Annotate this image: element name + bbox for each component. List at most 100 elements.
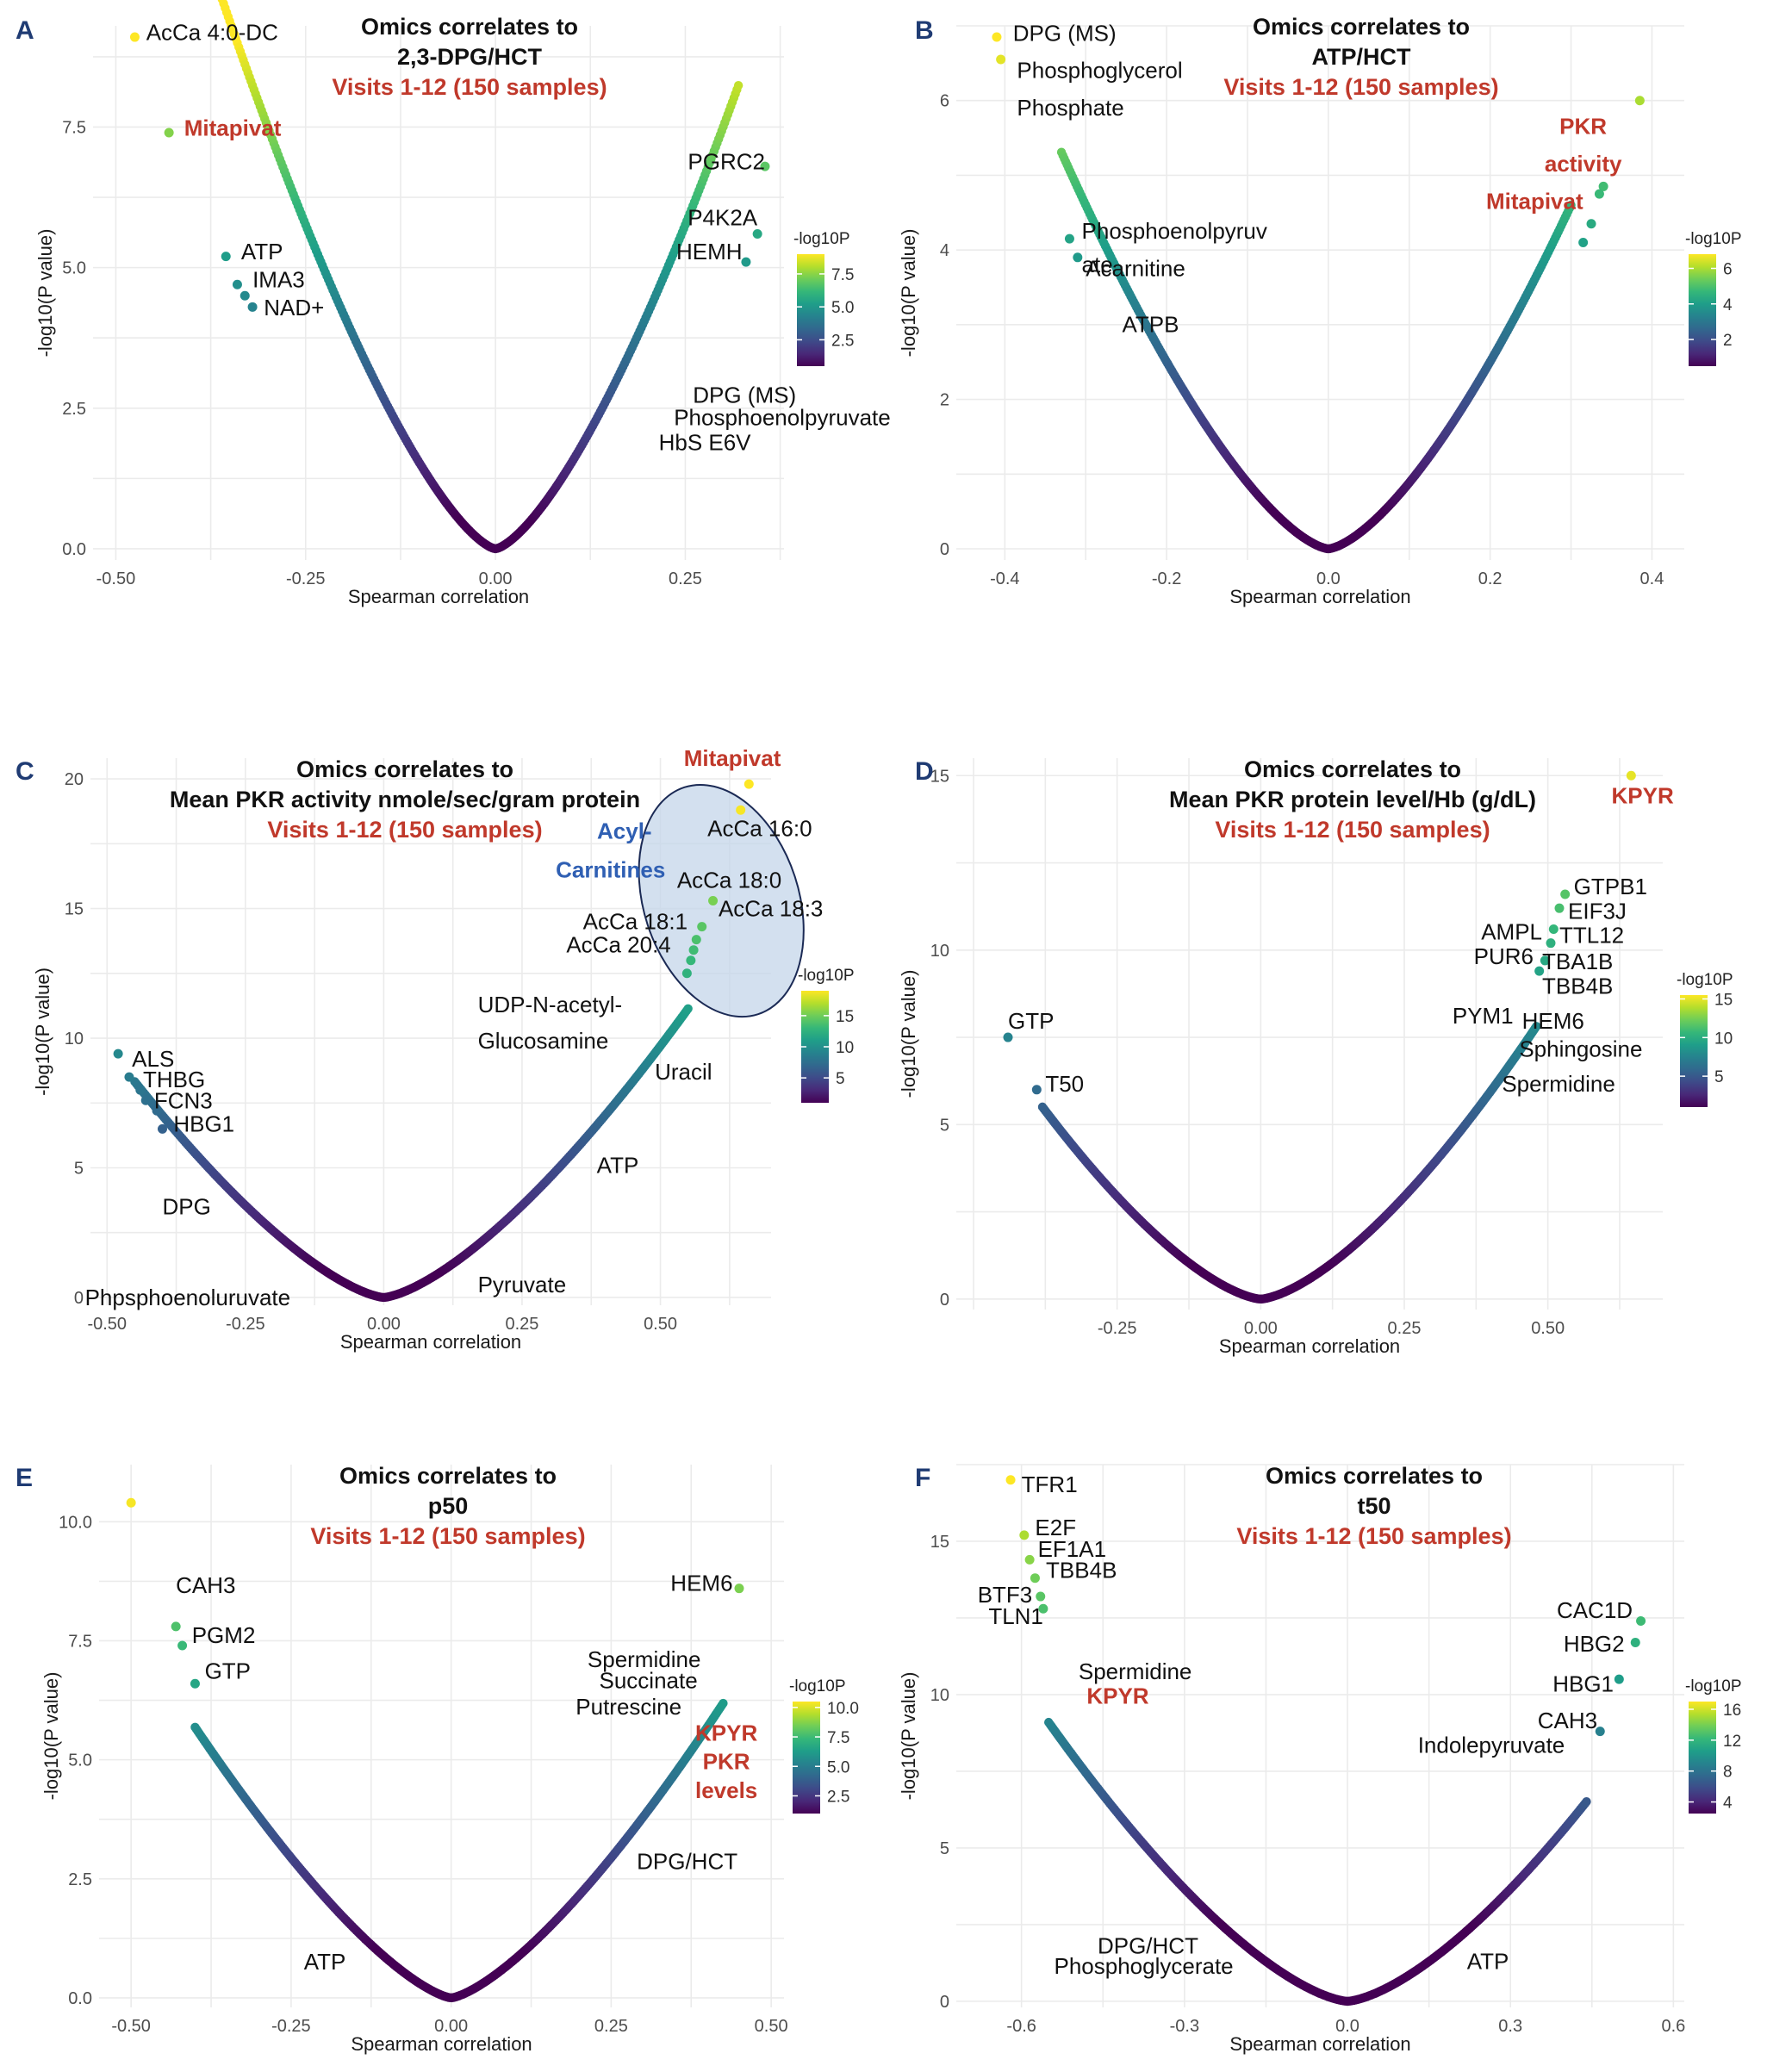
colorbar-legend: -log10P 2.5 5.0 7.5 10.0 bbox=[789, 1677, 859, 1814]
point-label: Spermidine bbox=[588, 1646, 701, 1672]
x-tick-label: 0.2 bbox=[1478, 569, 1503, 588]
point-label: HBG1 bbox=[1552, 1671, 1614, 1696]
point-label: GTPB1 bbox=[1574, 874, 1647, 899]
point-label: ATP bbox=[304, 1949, 346, 1975]
y-tick-label: 7.5 bbox=[62, 118, 86, 137]
chart-title-2: Mean PKR activity nmole/sec/gram protein bbox=[170, 787, 640, 812]
colorbar-tick-label: 15 bbox=[836, 1008, 854, 1026]
data-point bbox=[124, 1072, 134, 1082]
x-tick-label: -0.2 bbox=[1152, 569, 1181, 588]
y-tick-label: 5 bbox=[940, 1116, 949, 1135]
y-tick-label: 4 bbox=[940, 241, 949, 260]
data-point bbox=[1626, 770, 1636, 781]
data-point bbox=[1532, 1022, 1541, 1031]
x-tick-label: 0.00 bbox=[367, 1315, 401, 1334]
chart-title: Omics correlates to bbox=[361, 14, 578, 40]
y-tick-label: 5 bbox=[74, 1159, 84, 1178]
y-tick-label: 10 bbox=[930, 1686, 949, 1705]
chart-subtitle: Visits 1-12 (150 samples) bbox=[310, 1523, 585, 1549]
point-label: PKR bbox=[703, 1749, 750, 1775]
panel-C: -0.50 -0.25 0.00 0.25 0.50 0 5 10 15 20 Spearman c… bbox=[16, 745, 855, 1353]
data-point bbox=[240, 290, 250, 301]
colorbar-tick-label: 8 bbox=[1723, 1764, 1733, 1782]
point-label: Phosphoglycerate bbox=[1055, 1953, 1234, 1979]
x-tick-label: 0.50 bbox=[1531, 1319, 1565, 1338]
y-tick-label: 15 bbox=[930, 1533, 949, 1552]
x-tick-label: -0.4 bbox=[990, 569, 1019, 588]
ellipse-label: Acyl- bbox=[597, 818, 652, 843]
point-label: EIF3J bbox=[1568, 898, 1627, 924]
point-label: ate bbox=[1082, 252, 1113, 277]
data-point bbox=[744, 779, 754, 789]
point-label: Succinate bbox=[600, 1668, 698, 1694]
data-point bbox=[177, 1640, 188, 1651]
x-axis-label: Spearman correlation bbox=[1229, 586, 1410, 607]
gridlines bbox=[956, 758, 1663, 1310]
point-label: ATP bbox=[597, 1153, 639, 1179]
point-label: DPG bbox=[162, 1194, 210, 1220]
y-axis-label: -log10(P value) bbox=[898, 1672, 919, 1801]
chart-subtitle: Visits 1-12 (150 samples) bbox=[1215, 817, 1490, 843]
point-label: TBA1B bbox=[1542, 949, 1613, 974]
x-axis-label: Spearman correlation bbox=[1219, 1335, 1400, 1357]
data-point bbox=[734, 1584, 744, 1594]
gridlines bbox=[956, 1464, 1684, 2007]
x-tick-label: -0.3 bbox=[1170, 2017, 1199, 2036]
point-label: FCN3 bbox=[154, 1087, 213, 1113]
point-label: Mitapivat bbox=[1486, 188, 1583, 214]
y-tick-label: 10 bbox=[930, 942, 949, 961]
point-label: AcCa 20:4 bbox=[566, 932, 670, 958]
point-label: DPG (MS) bbox=[693, 382, 796, 408]
point-label: AcCa 18:1 bbox=[583, 909, 688, 935]
data-point bbox=[113, 1048, 123, 1059]
point-label: Mitapivat bbox=[184, 115, 282, 140]
colorbar-tick-label: 10 bbox=[836, 1039, 854, 1057]
data-point bbox=[164, 128, 174, 138]
colorbar-tick-label: 4 bbox=[1723, 1795, 1733, 1813]
colorbar-tick-label: 4 bbox=[1723, 296, 1733, 314]
data-point bbox=[1005, 1475, 1016, 1485]
point-label: KPYR bbox=[695, 1720, 757, 1746]
x-tick-label: 0.25 bbox=[594, 2017, 628, 2036]
data-point bbox=[697, 922, 707, 932]
data-point bbox=[1064, 233, 1074, 244]
point-label: TBB4B bbox=[1046, 1558, 1117, 1584]
point-label: DPG/HCT bbox=[637, 1849, 737, 1875]
y-tick-label: 15 bbox=[930, 767, 949, 786]
point-label: P4K2A bbox=[688, 205, 758, 231]
colorbar-tick-label: 16 bbox=[1723, 1702, 1741, 1720]
y-tick-label: 0 bbox=[940, 1291, 949, 1310]
x-tick-label: 0.50 bbox=[755, 2017, 788, 2036]
point-label: Uracil bbox=[655, 1059, 712, 1085]
data-point bbox=[247, 302, 258, 312]
chart-subtitle: Visits 1-12 (150 samples) bbox=[332, 74, 607, 100]
colorbar-tick-label: 10 bbox=[1714, 1030, 1733, 1048]
colorbar-tick-label: 10.0 bbox=[827, 1700, 859, 1718]
panel-label: E bbox=[16, 1464, 33, 1492]
data-point bbox=[708, 896, 719, 906]
x-tick-label: 0.00 bbox=[479, 569, 513, 588]
point-label: ATPB bbox=[1122, 312, 1179, 338]
point-label: ALS bbox=[132, 1046, 174, 1072]
point-label: Spermidine bbox=[1502, 1071, 1615, 1097]
point-label: Acarnitine bbox=[1086, 255, 1185, 281]
point-label: Putrescine bbox=[576, 1694, 681, 1720]
colorbar-tick-label: 15 bbox=[1714, 991, 1733, 1009]
x-tick-label: -0.50 bbox=[111, 2017, 151, 2036]
x-tick-label: -0.50 bbox=[87, 1315, 127, 1334]
point-label: EF1A1 bbox=[1038, 1536, 1107, 1562]
data-point bbox=[140, 1095, 151, 1105]
data-point bbox=[1540, 955, 1550, 966]
panel-label: F bbox=[915, 1464, 930, 1492]
colorbar bbox=[1680, 995, 1708, 1107]
point-label: Mitapivat bbox=[684, 745, 781, 771]
data-point bbox=[1024, 1554, 1035, 1565]
data-point bbox=[1003, 1032, 1013, 1042]
data-point bbox=[1566, 200, 1576, 210]
point-label: AMPL bbox=[1481, 919, 1542, 945]
colorbar-tick-label: 5.0 bbox=[831, 299, 854, 317]
ellipse-label: Carnitines bbox=[556, 856, 665, 882]
point-label: Glucosamine bbox=[478, 1028, 609, 1054]
point-label: THBG bbox=[143, 1067, 205, 1092]
